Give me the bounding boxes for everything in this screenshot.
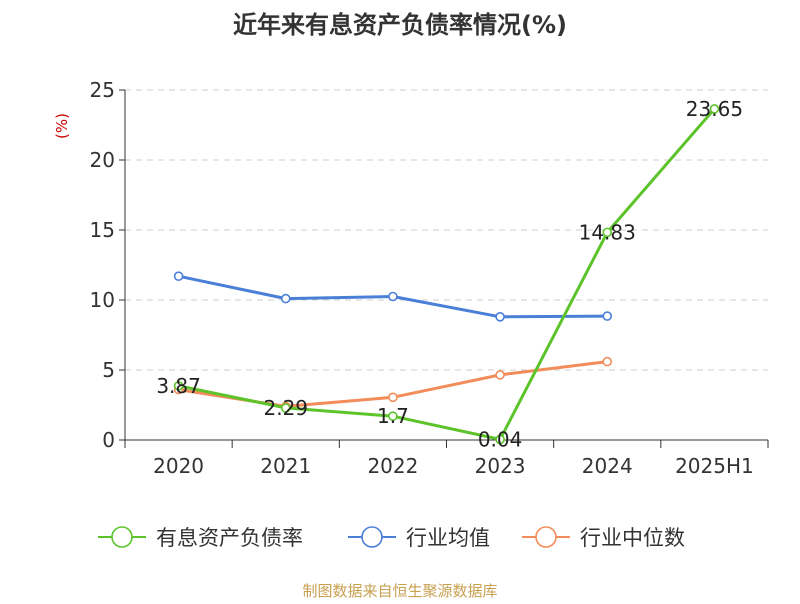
data-label: 3.87 bbox=[156, 374, 201, 398]
y-tick-label: 15 bbox=[90, 218, 115, 242]
data-point bbox=[173, 271, 184, 282]
data-point bbox=[709, 104, 720, 114]
y-tick-label: 0 bbox=[102, 428, 115, 452]
data-label: 1.7 bbox=[377, 404, 409, 428]
data-point bbox=[495, 370, 505, 380]
legend-item: 行业中位数 bbox=[522, 526, 685, 550]
legend-label: 行业中位数 bbox=[580, 526, 685, 550]
x-tick-label: 2021 bbox=[260, 454, 311, 478]
legend-item: 行业均值 bbox=[348, 526, 490, 550]
x-tick-label: 2025H1 bbox=[675, 454, 754, 478]
x-tick-label: 2022 bbox=[367, 454, 418, 478]
data-point bbox=[495, 311, 505, 322]
legend-label: 有息资产负债率 bbox=[156, 526, 303, 550]
data-point bbox=[280, 293, 291, 304]
data-point bbox=[388, 291, 398, 302]
data-point bbox=[388, 392, 398, 403]
chart-title: 近年来有息资产负债率情况(%) bbox=[233, 11, 567, 39]
grid-lines bbox=[125, 89, 768, 371]
x-tick-label: 2020 bbox=[153, 454, 204, 478]
x-tick-label: 2023 bbox=[475, 454, 526, 478]
legend-marker bbox=[535, 526, 557, 548]
y-tick-label: 10 bbox=[90, 288, 115, 312]
data-point bbox=[602, 311, 613, 321]
axes: 0 5 10 15 20 25 2020 2021 2022 2023 2024 2025H1 bbox=[90, 78, 769, 478]
legend-marker bbox=[111, 526, 133, 548]
y-tick-label: 25 bbox=[90, 78, 115, 102]
legend-marker bbox=[361, 526, 383, 548]
series-group bbox=[173, 104, 720, 445]
y-tick-label: 20 bbox=[90, 148, 115, 172]
data-point bbox=[388, 411, 398, 422]
data-labels: 3.87 2.29 1.7 0.04 14.83 23.65 bbox=[156, 97, 743, 452]
data-label: 0.04 bbox=[478, 427, 523, 451]
data-point bbox=[602, 356, 613, 367]
data-label: 14.83 bbox=[579, 220, 636, 244]
data-point bbox=[280, 403, 291, 413]
legend-item: 有息资产负债率 bbox=[98, 526, 303, 550]
data-point bbox=[602, 227, 613, 238]
series-line bbox=[178, 107, 716, 441]
data-label: 2.29 bbox=[263, 396, 308, 420]
x-tick-label: 2024 bbox=[582, 454, 633, 478]
data-label: 23.65 bbox=[686, 97, 743, 121]
legend: 有息资产负债率 行业均值 行业中位数 bbox=[98, 526, 685, 550]
legend-label: 行业均值 bbox=[406, 526, 490, 550]
data-point bbox=[495, 434, 505, 445]
data-point bbox=[173, 381, 184, 391]
source-note: 制图数据来自恒生聚源数据库 bbox=[302, 582, 497, 600]
y-tick-label: 5 bbox=[102, 358, 115, 382]
y-axis-label: (%) bbox=[53, 113, 71, 139]
